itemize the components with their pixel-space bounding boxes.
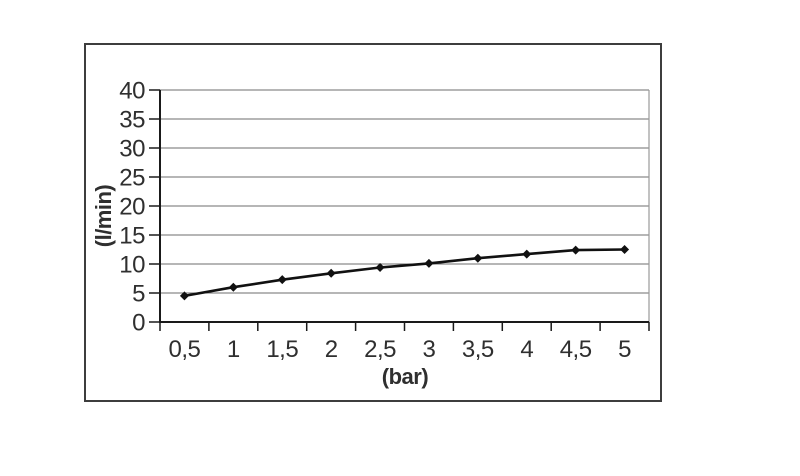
- x-tick-label: 5: [618, 336, 631, 363]
- x-tick-label: 1: [227, 336, 240, 363]
- x-axis-title: (bar): [381, 364, 429, 389]
- y-tick-label: 5: [132, 281, 145, 308]
- data-point-marker-3,5: [473, 253, 483, 263]
- data-point-marker-2,5: [375, 262, 385, 272]
- x-tick-label: 4,5: [560, 336, 592, 363]
- data-point-marker-5: [620, 245, 630, 254]
- data-point-marker-3: [424, 258, 434, 268]
- y-tick-label: 15: [119, 223, 145, 250]
- x-tick-label: 2,5: [364, 336, 396, 363]
- y-tick-label: 40: [119, 78, 145, 105]
- x-tick-label: 2: [325, 336, 338, 363]
- flow-rate-chart-panel: 0 5 10 15 20 25 30 35 40 0,5 1 1,5 2 2,5 3 3,5 4 4,5 5 (l/…: [84, 43, 662, 402]
- data-point-marker-4: [522, 249, 532, 259]
- x-tick-label: 3: [423, 336, 436, 363]
- y-axis-title: (l/min): [91, 184, 116, 248]
- data-point-marker-1,5: [277, 275, 287, 285]
- series-line-flow-rate: [184, 248, 625, 298]
- x-tick-label: 1,5: [266, 336, 298, 363]
- x-tick-label: 0,5: [169, 336, 201, 363]
- data-point-marker-1: [228, 282, 238, 292]
- y-tick-label: 10: [119, 252, 145, 279]
- data-point-marker-4,5: [571, 245, 581, 255]
- y-tick-label: 30: [119, 136, 145, 163]
- y-tick-label: 25: [119, 165, 145, 192]
- y-tick-label: 20: [119, 194, 145, 221]
- y-tick-label: 35: [119, 107, 145, 134]
- y-tick-label: 0: [132, 310, 145, 337]
- data-point-marker-2: [326, 268, 336, 278]
- x-tick-label: 4: [520, 336, 533, 363]
- x-tick-label: 3,5: [462, 336, 494, 363]
- data-point-marker-0,5: [179, 291, 189, 301]
